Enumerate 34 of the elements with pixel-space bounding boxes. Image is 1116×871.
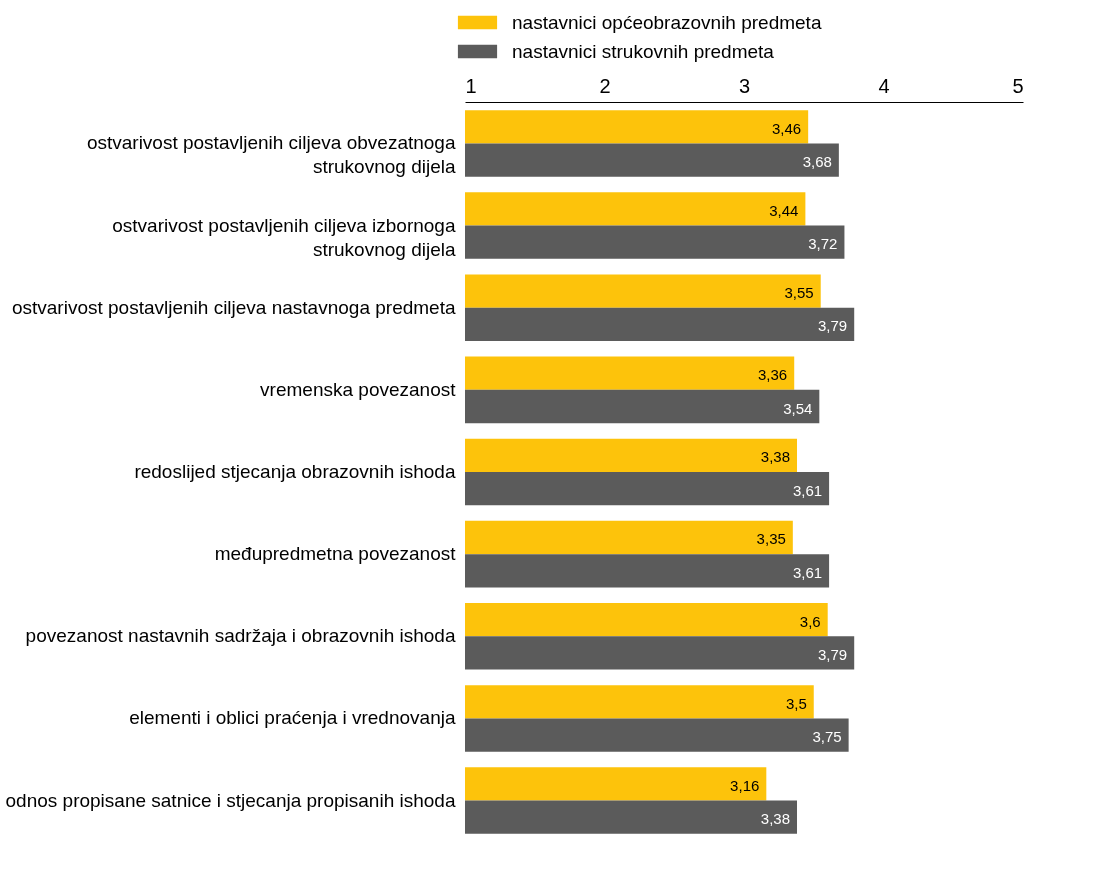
data-label: 3,68: [802, 153, 832, 171]
y-tick-label: povezanost nastavnih sadržaja i obrazovnih ishoda: [25, 625, 456, 647]
x-tick-label: 5: [1012, 74, 1024, 97]
legend-label: nastavnici strukovnih predmeta: [512, 40, 775, 62]
x-tick-label: 1: [465, 74, 477, 97]
data-label: 3,38: [760, 448, 791, 466]
data-label: 3,44: [769, 201, 799, 219]
y-tick-label: ostvarivost postavljenih ciljeva nastavnoga predmeta: [11, 296, 456, 318]
x-tick-label: 3: [738, 74, 751, 97]
data-label: 3,16: [730, 776, 760, 794]
y-tick-label: međupredmetna povezanost: [214, 543, 457, 565]
data-label: 3,46: [771, 119, 802, 137]
data-label: 3,36: [758, 366, 788, 384]
data-label: 3,75: [812, 728, 842, 746]
y-tick-label: elementi i oblici praćenja i vrednovanja: [129, 707, 456, 729]
y-tick-label: ostvarivost postavljenih ciljeva obvezatnoga strukovnog dijela: [86, 132, 456, 178]
data-label: 3,79: [818, 317, 848, 335]
data-label: 3,79: [818, 645, 848, 663]
x-tick-label: 4: [878, 74, 890, 97]
y-tick-label: odnos propisane satnice i stjecanja propisanih ishoda: [5, 789, 456, 811]
data-label: 3,72: [808, 235, 838, 253]
y-tick-label: ostvarivost postavljenih ciljeva izbornoga strukovnog dijela: [112, 214, 456, 260]
data-label: 3,35: [756, 530, 786, 548]
data-label: 3,6: [799, 612, 821, 630]
data-label: 3,5: [785, 694, 807, 712]
y-tick-label: redoslijed stjecanja obrazovnih ishoda: [134, 461, 456, 482]
data-label: 3,61: [792, 481, 823, 499]
y-tick-label: vremenska povezanost: [260, 378, 457, 400]
data-label: 3,55: [784, 284, 814, 302]
data-label: 3,38: [760, 810, 791, 828]
data-label: 3,61: [792, 563, 823, 581]
data-label: 3,54: [783, 399, 813, 417]
legend-label: nastavnici općeobrazovnih predmeta: [512, 11, 822, 33]
x-tick-label: 2: [599, 74, 611, 97]
